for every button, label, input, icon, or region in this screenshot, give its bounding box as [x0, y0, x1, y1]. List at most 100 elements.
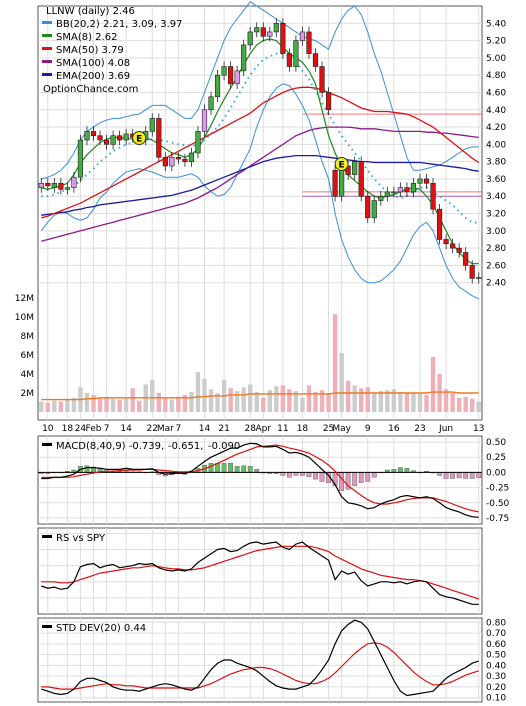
macd-tick-label: -0.75: [486, 514, 509, 524]
x-tick-label: 7: [176, 424, 182, 434]
macd-tick-label: 0.25: [486, 453, 506, 463]
candle-body: [195, 131, 201, 154]
stddev-title: STD DEV(20) 0.44: [56, 623, 146, 634]
volume-bar: [450, 393, 455, 412]
candle-body: [391, 191, 397, 194]
volume-bar: [150, 379, 155, 412]
macd-histogram-bar: [456, 472, 462, 479]
candle-body: [254, 27, 260, 33]
volume-bar: [287, 389, 292, 412]
volume-bar: [71, 397, 77, 412]
candle-body: [371, 200, 377, 219]
volume-bar: [352, 385, 357, 412]
legend-label: EMA(200) 3.69: [56, 71, 130, 82]
volume-bar: [345, 380, 351, 412]
stddev-line: [41, 619, 479, 697]
candle-body: [358, 161, 364, 197]
candle-body: [286, 53, 292, 67]
bollinger-lower-band: [40, 83, 479, 300]
legend-swatch: [42, 21, 52, 24]
volume-bar: [456, 397, 462, 412]
volume-bar: [274, 386, 279, 412]
legend-swatch: [42, 73, 52, 76]
candle-body: [280, 22, 286, 54]
volume-bar: [39, 401, 44, 412]
macd-histogram-bar: [313, 472, 318, 480]
volume-tick-label: 8M: [21, 332, 35, 342]
legend-swatch: [42, 60, 52, 63]
volume-bar: [110, 398, 116, 412]
volume-tick-label: 10M: [15, 313, 34, 323]
sma100-line: [41, 126, 479, 242]
price-tick-label: 4.80: [486, 71, 506, 81]
x-tick-label: 11: [277, 424, 288, 434]
candle-body: [221, 66, 227, 76]
rs-panel-frame: [37, 527, 483, 615]
price-tick-label: 3.80: [486, 158, 506, 168]
macd-histogram-bar: [365, 472, 371, 482]
x-tick-label: 18: [62, 424, 74, 434]
ema200-line: [41, 154, 479, 216]
candle-body: [228, 66, 234, 85]
macd-histogram-bar: [228, 463, 234, 473]
earnings-marker-label: E: [339, 160, 345, 170]
price-tick-label: 4.60: [486, 88, 506, 98]
candle-body: [417, 178, 423, 184]
x-tick-label: 9: [365, 424, 371, 434]
macd-legend-swatch: [42, 443, 52, 446]
volume-bar: [280, 385, 286, 412]
price-tick-label: 2.60: [486, 261, 506, 271]
price-tick-label: 4.40: [486, 106, 506, 116]
volume-bar: [176, 396, 181, 412]
x-tick-label: 18: [297, 424, 309, 434]
volume-bar: [365, 387, 370, 412]
volume-bar: [398, 392, 403, 412]
candle-body: [214, 74, 221, 98]
candle-body: [162, 157, 168, 167]
candle-body: [436, 208, 443, 240]
volume-bar: [254, 392, 259, 412]
candle-body: [201, 109, 208, 132]
volume-bar: [52, 400, 57, 412]
volume-bar: [411, 393, 416, 412]
candle-body: [410, 182, 417, 193]
candle-body: [77, 139, 84, 178]
legend-label: BB(20,2) 2.21, 3.09, 3.97: [56, 19, 182, 30]
stddev-tick-label: 0.70: [486, 629, 506, 639]
volume-bar: [437, 374, 442, 412]
volume-bar: [215, 393, 220, 412]
volume-bar: [417, 393, 423, 412]
macd-histogram-bar: [247, 466, 253, 473]
candle-body: [110, 135, 116, 145]
x-tick-label: 7: [104, 424, 110, 434]
macd-histogram-bar: [463, 472, 469, 479]
candle-body: [123, 133, 129, 141]
candle-body: [51, 182, 57, 188]
candle-body: [365, 195, 371, 219]
stddev-tick-label: 0.20: [486, 683, 506, 693]
volume-bar: [104, 396, 109, 412]
candle-body: [260, 27, 266, 37]
candle-body: [182, 158, 188, 162]
candle-body: [175, 157, 181, 160]
volume-bar: [404, 393, 410, 412]
macd-histogram-bar: [84, 465, 90, 473]
rs-line: [41, 541, 479, 605]
legend-swatch: [42, 34, 52, 37]
macd-histogram-bar: [286, 472, 292, 478]
candle-body: [430, 182, 436, 210]
stddev-legend-swatch: [42, 625, 52, 628]
macd-line: [41, 442, 479, 518]
volume-bar: [195, 372, 201, 412]
x-tick-label: 22: [147, 424, 158, 434]
candle-body: [38, 182, 44, 188]
x-tick-label: 24: [75, 424, 87, 434]
price-tick-label: 5.20: [486, 37, 506, 47]
x-tick-label: Mar: [157, 424, 174, 434]
macd-histogram-bar: [476, 472, 482, 479]
volume-bar: [267, 390, 272, 412]
bollinger-upper-band: [41, 1, 479, 180]
volume-tick-label: 4M: [21, 370, 35, 380]
macd-histogram-bar: [358, 472, 364, 483]
